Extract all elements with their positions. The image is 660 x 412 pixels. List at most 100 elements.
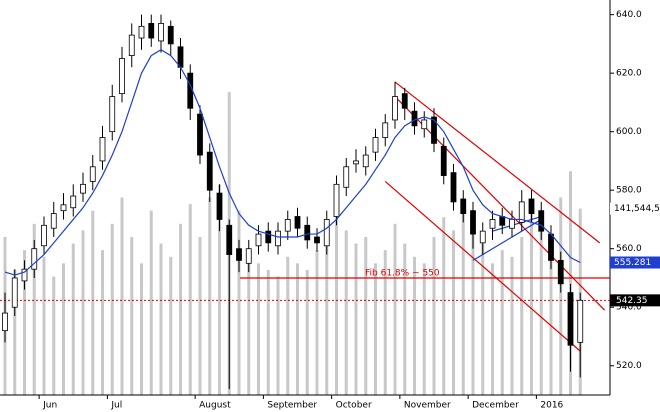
volume-bar (208, 197, 212, 395)
volume-bar (569, 171, 572, 395)
candle-body (158, 23, 164, 42)
volume-bar (179, 223, 182, 395)
candle-body (304, 224, 311, 241)
volume-bar (62, 263, 65, 395)
price-tag-label: 542.35 (616, 296, 648, 306)
volume-bar (442, 217, 446, 395)
candle-body (206, 151, 213, 191)
candle-body (294, 216, 301, 229)
x-tick-label: Jun (42, 401, 57, 411)
candle-body (275, 230, 281, 247)
volume-bar (510, 256, 514, 395)
volume-bar (110, 223, 114, 395)
volume-bar (286, 256, 290, 395)
volume-bar (364, 237, 368, 395)
candle-body (50, 213, 57, 229)
candle-body (21, 268, 28, 282)
ma-tag (610, 256, 660, 269)
candle-body (401, 93, 408, 109)
x-tick-label: August (199, 401, 231, 411)
volume-bar (461, 210, 465, 395)
candle-body (440, 145, 447, 176)
volume-bar (101, 250, 104, 395)
candle-body (99, 137, 106, 162)
candle-body (138, 25, 145, 39)
candle-body (382, 122, 389, 138)
candle-body (167, 25, 174, 45)
volume-bar (169, 256, 173, 395)
y-tick-label: 640.0 (616, 10, 642, 20)
fib-label: Fib 61.8% ~ 550 (365, 268, 440, 278)
candle-body (11, 277, 18, 308)
volume-bar (520, 237, 524, 395)
candle-body (421, 119, 428, 130)
candle-body (323, 219, 330, 247)
trendline (394, 81, 601, 244)
volume-bar (335, 197, 338, 395)
candle-body (80, 183, 86, 194)
volume-bar (130, 237, 134, 395)
volume-bar (257, 263, 260, 395)
candle-body (470, 210, 476, 235)
volume-bar (344, 230, 348, 395)
candle-body (577, 299, 584, 343)
candle-body (89, 166, 96, 182)
trendline (384, 180, 581, 352)
candle-body (148, 23, 155, 39)
trendline (472, 218, 542, 261)
candle-body (109, 96, 116, 133)
candle-body (245, 248, 252, 264)
y-tick-label: 540.0 (616, 303, 642, 313)
volume-bar (237, 210, 241, 395)
candle-body (499, 216, 506, 226)
volume-bar (354, 243, 358, 395)
volume-bar (305, 269, 309, 395)
volume-bar (140, 263, 143, 395)
volume-bar (13, 269, 17, 395)
volume-bar (549, 243, 553, 395)
volume-bar (159, 243, 163, 395)
candle-body (31, 248, 38, 270)
volume-bar (315, 250, 319, 395)
candle-body (392, 96, 398, 121)
candle-body (343, 166, 350, 188)
candle-body (538, 210, 545, 232)
x-tick-label: October (336, 401, 372, 411)
volume-bar (325, 223, 329, 395)
candle-body (431, 116, 437, 144)
x-tick-label: 2016 (540, 401, 563, 411)
candle-body (333, 183, 340, 217)
volume-bar (42, 256, 46, 395)
candle-body (255, 233, 262, 247)
y-tick-label: 620.0 (616, 69, 642, 79)
trendline (394, 96, 606, 311)
volume-bar (559, 197, 563, 395)
volume-bar (120, 197, 124, 395)
candle-body (2, 312, 8, 332)
moving-average (4, 49, 581, 276)
candle-body (489, 219, 496, 229)
y-tick-label: 580.0 (616, 186, 642, 196)
candle-body (567, 292, 574, 346)
volume-bar (276, 276, 280, 395)
price-tag (610, 294, 660, 307)
volume-tag (610, 202, 660, 215)
volume-bar (413, 256, 416, 395)
y-tick-label: 520.0 (616, 361, 642, 371)
candle-body (41, 224, 47, 247)
volume-bar (393, 223, 397, 395)
x-tick-label: December (472, 401, 519, 411)
candle-body (479, 230, 486, 244)
volume-bar (71, 243, 75, 395)
volume-bar (539, 230, 543, 395)
candle-body (226, 224, 233, 255)
y-tick-label: 600.0 (616, 127, 642, 137)
candle-body (197, 113, 203, 156)
volume-bar (481, 243, 485, 395)
volume-bar (383, 250, 387, 395)
candle-body (557, 260, 564, 285)
volume-bar (81, 230, 85, 395)
candle-body (548, 233, 554, 261)
volume-bar (530, 210, 533, 395)
ma-tag-label: 555.281 (614, 258, 651, 268)
